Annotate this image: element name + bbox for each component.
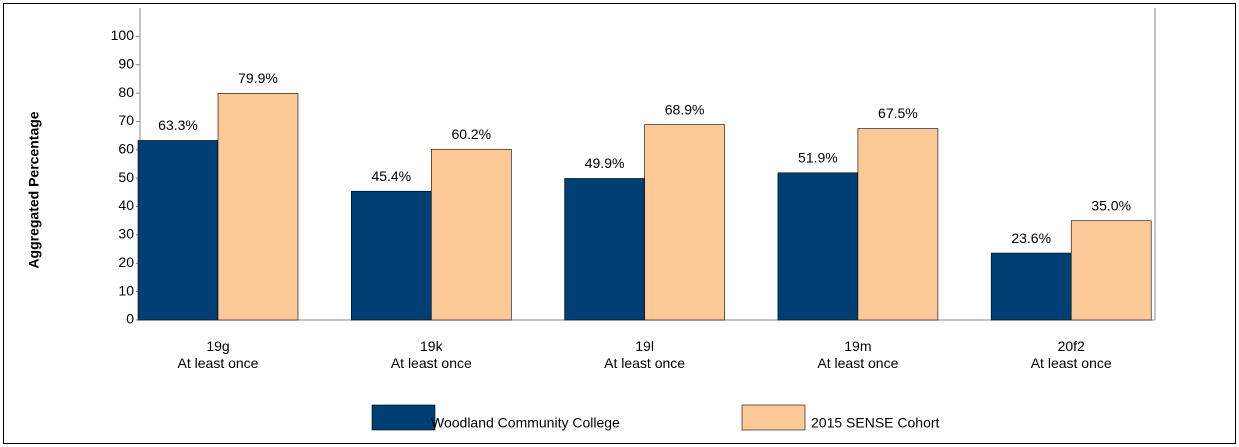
bar — [777, 172, 859, 321]
bar — [990, 252, 1072, 321]
bar — [644, 124, 725, 321]
legend-label: Woodland Community College — [431, 415, 620, 431]
bar — [350, 190, 432, 321]
value-label: 67.5% — [878, 105, 918, 121]
y-tick-label: 80 — [118, 84, 134, 100]
y-tick-label: 30 — [118, 226, 134, 242]
value-label: 51.9% — [798, 149, 838, 165]
bar — [217, 93, 299, 321]
y-tick-label: 70 — [118, 112, 134, 128]
bar — [857, 128, 939, 321]
legend-label: 2015 SENSE Cohort — [811, 415, 940, 431]
value-label: 49.9% — [585, 155, 625, 171]
y-tick-label: 100 — [111, 27, 135, 43]
value-label: 79.9% — [238, 70, 278, 86]
bar — [137, 140, 219, 321]
x-tick-label: 20f2 At least once — [1030, 338, 1112, 371]
frame — [3, 3, 1236, 444]
bar — [430, 148, 512, 321]
x-tick-label: 19m At least once — [817, 338, 899, 371]
value-label: 23.6% — [1011, 230, 1051, 246]
y-tick-label: 90 — [118, 55, 134, 71]
value-label: 60.2% — [451, 126, 491, 142]
y-tick-label: 10 — [118, 282, 134, 298]
bar — [1070, 220, 1152, 321]
value-label: 35.0% — [1091, 197, 1131, 213]
y-axis-title: Aggregated Percentage — [26, 111, 42, 268]
value-label: 68.9% — [665, 101, 705, 117]
x-tick-label: 19k At least once — [390, 338, 472, 371]
legend-swatch — [741, 404, 806, 431]
y-tick-label: 60 — [118, 141, 134, 157]
y-tick-label: 50 — [118, 169, 134, 185]
y-tick-label: 0 — [126, 311, 134, 327]
value-label: 45.4% — [371, 168, 411, 184]
legend-swatch — [371, 404, 436, 431]
x-tick-label: 19l At least once — [604, 338, 686, 371]
bar — [564, 178, 645, 321]
x-tick-label: 19g At least once — [177, 338, 259, 371]
y-tick-label: 40 — [118, 197, 134, 213]
value-label: 63.3% — [158, 117, 198, 133]
y-tick-label: 20 — [118, 254, 134, 270]
